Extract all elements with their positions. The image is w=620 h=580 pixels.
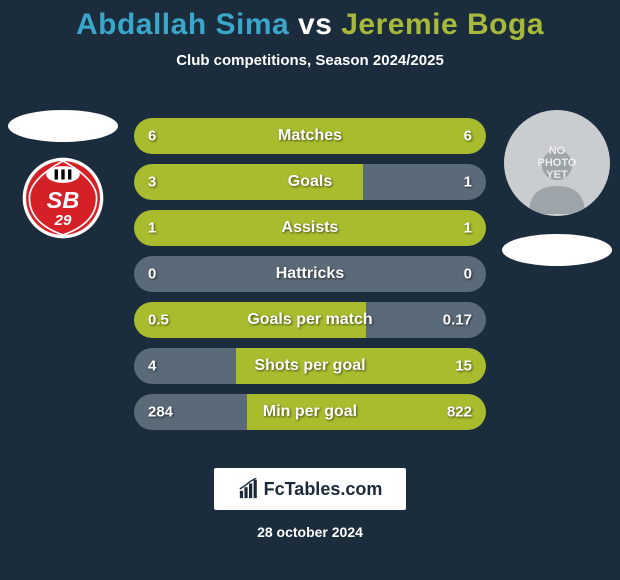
player2-name: Jeremie Boga — [341, 8, 544, 41]
player1-name: Abdallah Sima — [76, 8, 289, 41]
bar-chart-icon — [238, 478, 260, 500]
date-label: 28 october 2024 — [257, 524, 363, 540]
no-photo-label: NO PHOTO YET — [538, 145, 577, 181]
stats-table: 66Matches 31Goals 11Assists 00Hattricks 0.50… — [134, 118, 486, 440]
stat-label: Goals — [134, 173, 486, 191]
stat-label: Shots per goal — [134, 357, 486, 375]
svg-text:29: 29 — [54, 212, 72, 229]
page-title: Abdallah Sima vs Jeremie Boga — [0, 0, 620, 42]
comparison-card: Abdallah Sima vs Jeremie Boga Club compe… — [0, 0, 620, 580]
stat-row: 415Shots per goal — [134, 348, 486, 384]
sb29-badge-icon: SB 29 — [21, 156, 105, 240]
right-player-column: NO PHOTO YET — [502, 110, 612, 266]
stat-row: 00Hattricks — [134, 256, 486, 292]
subtitle: Club competitions, Season 2024/2025 — [0, 52, 620, 69]
stat-row: 31Goals — [134, 164, 486, 200]
fctables-logo: FcTables.com — [214, 468, 407, 510]
right-club-badge-placeholder — [502, 234, 612, 266]
left-club-badge: SB 29 — [19, 154, 107, 242]
stat-label: Hattricks — [134, 265, 486, 283]
left-player-column: SB 29 — [8, 110, 118, 242]
stat-row: 11Assists — [134, 210, 486, 246]
left-player-photo-placeholder — [8, 110, 118, 142]
logo-text: FcTables.com — [264, 479, 383, 500]
right-player-photo-placeholder: NO PHOTO YET — [504, 110, 610, 216]
stat-label: Matches — [134, 127, 486, 145]
svg-text:SB: SB — [47, 187, 80, 213]
stat-label: Goals per match — [134, 311, 486, 329]
stat-row: 284822Min per goal — [134, 394, 486, 430]
footer: FcTables.com 28 october 2024 — [0, 468, 620, 540]
vs-text: vs — [298, 8, 332, 41]
stat-label: Assists — [134, 219, 486, 237]
stat-label: Min per goal — [134, 403, 486, 421]
stat-row: 0.50.17Goals per match — [134, 302, 486, 338]
stat-row: 66Matches — [134, 118, 486, 154]
